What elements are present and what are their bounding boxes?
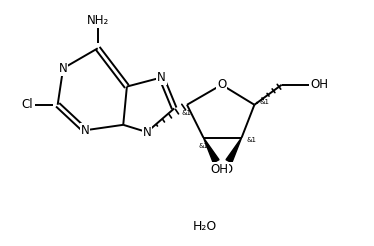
Text: N: N	[142, 126, 151, 138]
Text: &1: &1	[198, 143, 208, 149]
Text: OH: OH	[310, 78, 328, 91]
Text: &1: &1	[260, 99, 270, 105]
Polygon shape	[203, 138, 219, 163]
Text: HO: HO	[216, 163, 234, 176]
Text: H₂O: H₂O	[193, 220, 217, 233]
Text: N: N	[59, 62, 68, 75]
Text: &1: &1	[182, 110, 192, 116]
Polygon shape	[226, 138, 242, 163]
Text: N: N	[81, 124, 89, 137]
Text: N: N	[157, 71, 166, 84]
Text: NH₂: NH₂	[87, 14, 109, 27]
Text: O: O	[217, 78, 226, 91]
Text: &1: &1	[247, 138, 257, 143]
Text: OH: OH	[211, 163, 229, 176]
Text: Cl: Cl	[22, 98, 33, 111]
